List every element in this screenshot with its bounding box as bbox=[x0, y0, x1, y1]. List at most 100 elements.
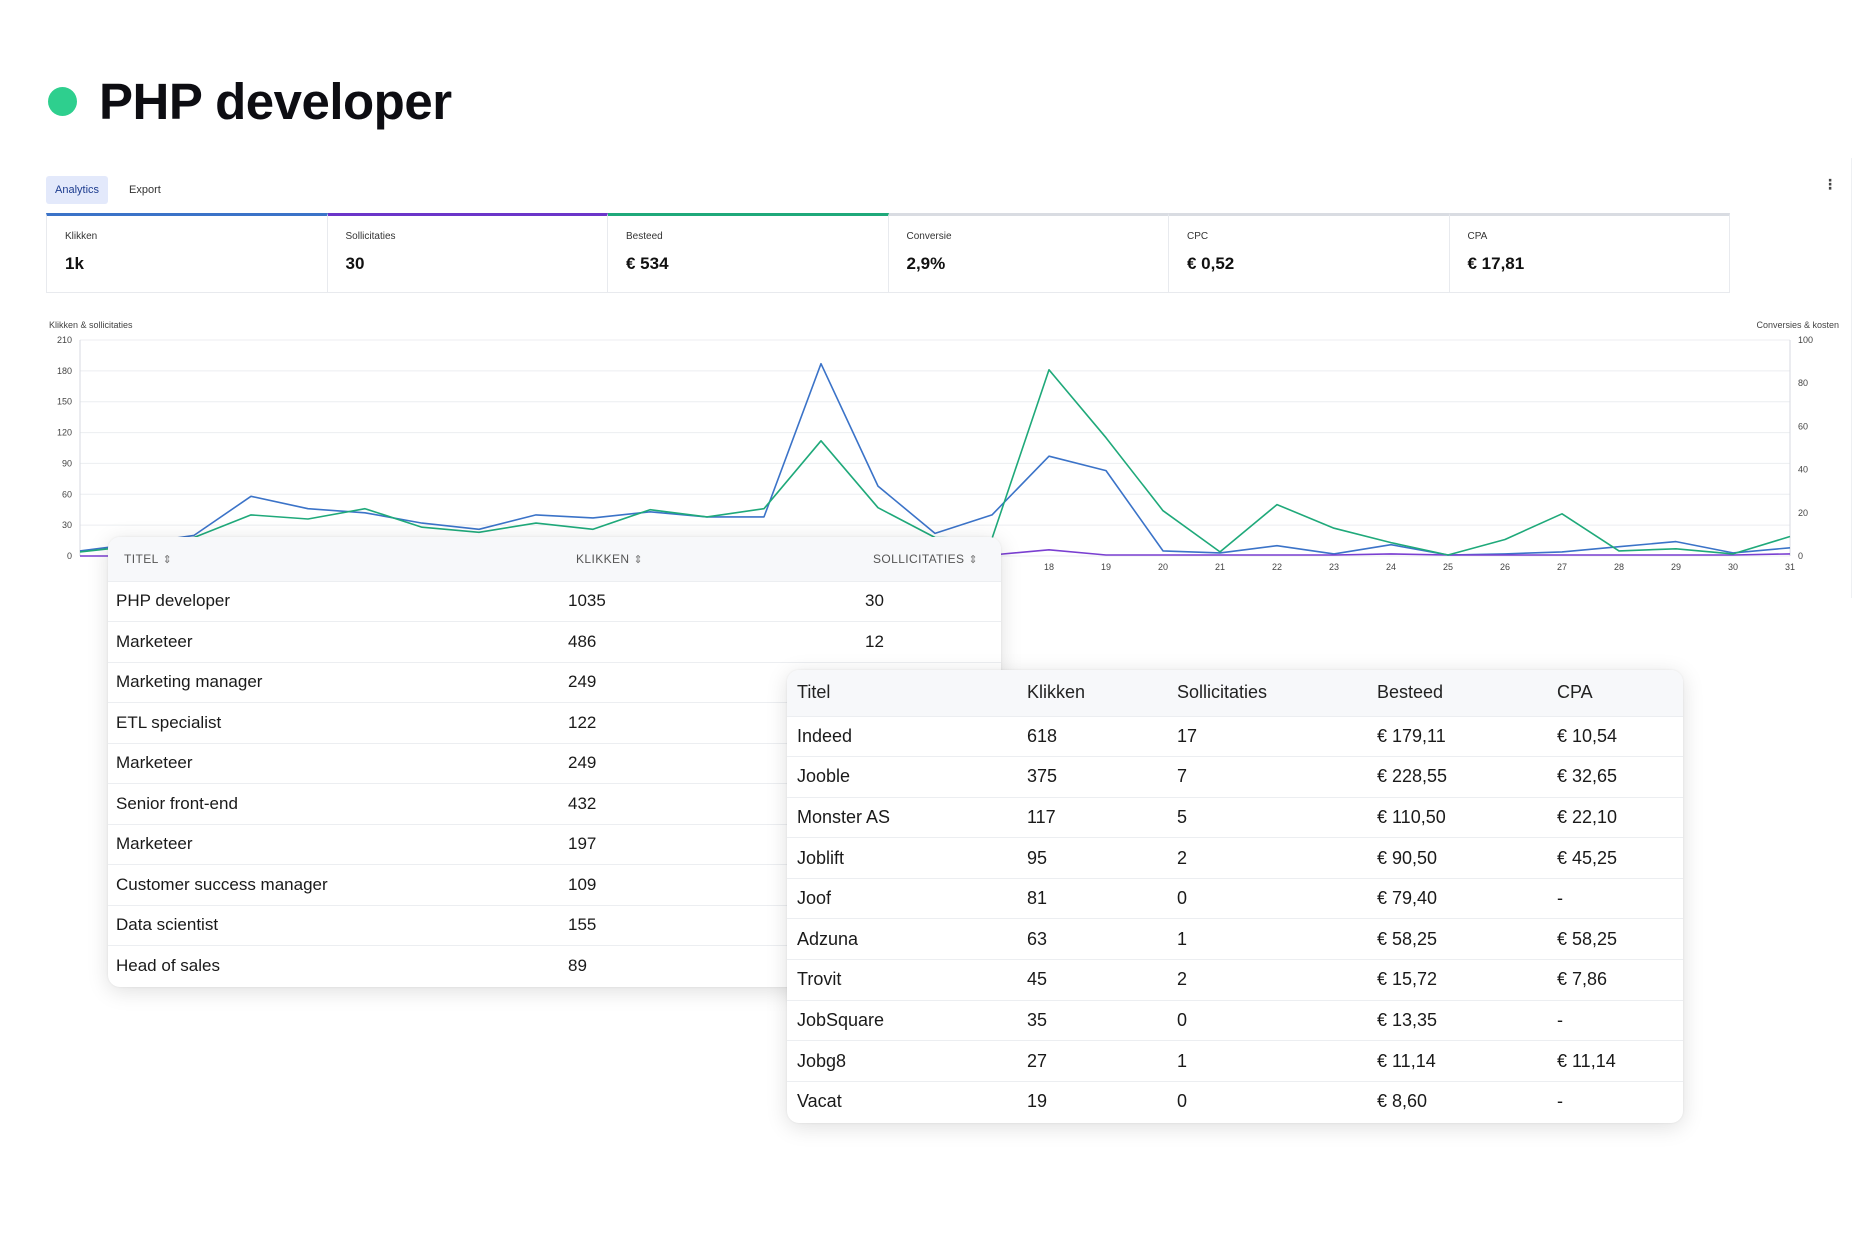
kpi-label: Besteed bbox=[626, 231, 663, 242]
x-tick-label: 31 bbox=[1785, 562, 1795, 572]
table-row[interactable]: Marketeer 486 12 bbox=[108, 621, 1001, 663]
tab-export[interactable]: Export bbox=[129, 184, 161, 196]
table-row[interactable]: Adzuna 63 1 € 58,25 € 58,25 bbox=[787, 918, 1683, 960]
table-row[interactable]: Joof 81 0 € 79,40 - bbox=[787, 878, 1683, 919]
table-row[interactable]: ETL specialist 122 bbox=[108, 702, 1001, 744]
y-axis-title-left: Klikken & sollicitaties bbox=[49, 320, 133, 330]
y-tick-label-left: 180 bbox=[57, 366, 72, 376]
column-header-klikken[interactable]: Klikken bbox=[1027, 682, 1086, 703]
kpi-value: € 534 bbox=[626, 254, 669, 273]
table-cell: Head of sales bbox=[116, 956, 220, 975]
y-axis-title-right: Conversies & kosten bbox=[1756, 320, 1839, 330]
kpi-label: Sollicitaties bbox=[345, 231, 396, 242]
table-row[interactable]: Marketeer 197 bbox=[108, 824, 1001, 865]
table-cell: 117 bbox=[1027, 806, 1056, 827]
column-header-klikken[interactable]: KLIKKEN ⇕ bbox=[560, 537, 857, 581]
y-tick-label-left: 30 bbox=[62, 520, 72, 530]
table-row[interactable]: JobSquare 35 0 € 13,35 - bbox=[787, 1000, 1683, 1041]
table-cell: € 79,40 bbox=[1377, 888, 1438, 909]
table-cell: 17 bbox=[1177, 725, 1198, 746]
table-cell: € 11,14 bbox=[1557, 1050, 1616, 1071]
table-row[interactable]: Jooble 375 7 € 228,55 € 32,65 bbox=[787, 756, 1683, 798]
y-tick-label-left: 150 bbox=[57, 397, 72, 407]
table-cell: Trovit bbox=[797, 969, 842, 990]
kpi-row: Klikken 1k Sollicitaties 30 Besteed € 53… bbox=[46, 213, 1730, 293]
table-cell: 1 bbox=[1177, 1050, 1188, 1071]
x-tick-label: 26 bbox=[1500, 562, 1510, 572]
table-cell: € 11,14 bbox=[1377, 1050, 1436, 1071]
line-chart: 0306090120150180210020406080100171819202… bbox=[57, 335, 1813, 572]
x-tick-label: 21 bbox=[1215, 562, 1225, 572]
kpi-cpc[interactable]: CPC € 0,52 bbox=[1169, 213, 1450, 293]
table-cell: 0 bbox=[1177, 888, 1188, 909]
kpi-conversie[interactable]: Conversie 2,9% bbox=[888, 213, 1169, 293]
table-row[interactable]: PHP developer 1035 30 bbox=[108, 581, 1001, 622]
table-row[interactable]: Monster AS 117 5 € 110,50 € 22,10 bbox=[787, 797, 1683, 838]
x-tick-label: 23 bbox=[1329, 562, 1339, 572]
kpi-sollicitaties[interactable]: Sollicitaties 30 bbox=[327, 213, 608, 293]
y-tick-label-left: 120 bbox=[57, 428, 72, 438]
jobs-table-body: PHP developer 1035 30 Marketeer 486 12 Marketi… bbox=[108, 581, 1001, 986]
table-cell: € 228,55 bbox=[1377, 766, 1448, 787]
table-cell: 35 bbox=[1027, 1009, 1048, 1030]
table-cell: 81 bbox=[1027, 888, 1048, 909]
kpi-cpa[interactable]: CPA € 17,81 bbox=[1449, 213, 1730, 293]
table-cell: € 58,25 bbox=[1557, 928, 1618, 949]
table-row[interactable]: Customer success manager 109 bbox=[108, 864, 1001, 906]
column-label: TITEL bbox=[124, 551, 159, 566]
table-cell: 486 bbox=[568, 631, 597, 651]
page-title: PHP developer bbox=[99, 73, 452, 130]
x-tick-label: 20 bbox=[1158, 562, 1168, 572]
table-row[interactable]: Marketeer 249 bbox=[108, 743, 1001, 784]
table-cell: - bbox=[1557, 1009, 1563, 1030]
column-header-cpa[interactable]: CPA bbox=[1557, 682, 1593, 703]
table-row[interactable]: Indeed 618 17 € 179,11 € 10,54 bbox=[787, 716, 1683, 757]
kpi-value: € 17,81 bbox=[1467, 254, 1525, 273]
tab-bar: Analytics Export bbox=[46, 176, 182, 204]
table-row[interactable]: Trovit 45 2 € 15,72 € 7,86 bbox=[787, 959, 1683, 1001]
tab-analytics[interactable]: Analytics bbox=[46, 176, 109, 204]
column-label: KLIKKEN bbox=[576, 551, 630, 566]
column-header-sollicitaties[interactable]: Sollicitaties bbox=[1177, 682, 1268, 703]
table-row[interactable]: Joblift 95 2 € 90,50 € 45,25 bbox=[787, 837, 1683, 879]
series-line-besteed bbox=[79, 369, 1791, 556]
table-cell: Vacat bbox=[797, 1091, 842, 1112]
column-header-sollicitaties[interactable]: SOLLICITATIES ⇕ bbox=[857, 537, 1001, 581]
table-cell: € 13,35 bbox=[1377, 1009, 1438, 1030]
table-cell: € 8,60 bbox=[1377, 1091, 1428, 1112]
kebab-menu-icon[interactable]: ⋮ bbox=[1823, 176, 1837, 192]
sort-arrows-icon: ⇕ bbox=[162, 553, 173, 566]
y-tick-label-left: 60 bbox=[62, 489, 72, 499]
table-row[interactable]: Head of sales 89 bbox=[108, 945, 1001, 987]
table-cell: Data scientist bbox=[116, 915, 219, 935]
sources-table-card: Titel Klikken Sollicitaties Besteed CPA … bbox=[787, 670, 1683, 1123]
table-row[interactable]: Data scientist 155 bbox=[108, 905, 1001, 946]
sort-arrows-icon: ⇕ bbox=[633, 553, 644, 566]
table-cell: Marketeer bbox=[116, 753, 193, 773]
sources-table-body: Indeed 618 17 € 179,11 € 10,54 Jooble 375 7 € 22… bbox=[787, 716, 1683, 1122]
table-cell: Jooble bbox=[797, 766, 851, 787]
table-row[interactable]: Marketing manager 249 bbox=[108, 662, 1001, 703]
table-cell: € 58,25 bbox=[1377, 928, 1438, 949]
column-header-titel[interactable]: TITEL ⇕ bbox=[108, 537, 560, 581]
table-cell: 1035 bbox=[568, 591, 606, 611]
table-row[interactable]: Jobg8 27 1 € 11,14 € 11,14 bbox=[787, 1040, 1683, 1082]
table-row[interactable]: Senior front-end 432 bbox=[108, 783, 1001, 825]
table-header-row: Titel Klikken Sollicitaties Besteed CPA bbox=[787, 670, 1683, 716]
x-tick-label: 19 bbox=[1101, 562, 1111, 572]
y-tick-label-left: 0 bbox=[67, 551, 72, 561]
page-header: PHP developer bbox=[48, 72, 452, 131]
table-cell: Customer success manager bbox=[116, 874, 328, 894]
table-cell: € 22,10 bbox=[1557, 806, 1618, 827]
kpi-besteed[interactable]: Besteed € 534 bbox=[608, 213, 889, 293]
table-cell: PHP developer bbox=[116, 591, 231, 611]
table-cell: Adzuna bbox=[797, 928, 859, 949]
table-row[interactable]: Vacat 19 0 € 8,60 - bbox=[787, 1081, 1683, 1122]
column-header-titel[interactable]: Titel bbox=[797, 682, 831, 703]
column-header-besteed[interactable]: Besteed bbox=[1377, 682, 1444, 703]
kpi-klikken[interactable]: Klikken 1k bbox=[46, 213, 328, 293]
sources-table: Titel Klikken Sollicitaties Besteed CPA … bbox=[787, 670, 1683, 1122]
table-cell: 2 bbox=[1177, 969, 1188, 990]
table-cell: € 90,50 bbox=[1377, 847, 1438, 868]
x-tick-label: 30 bbox=[1728, 562, 1738, 572]
